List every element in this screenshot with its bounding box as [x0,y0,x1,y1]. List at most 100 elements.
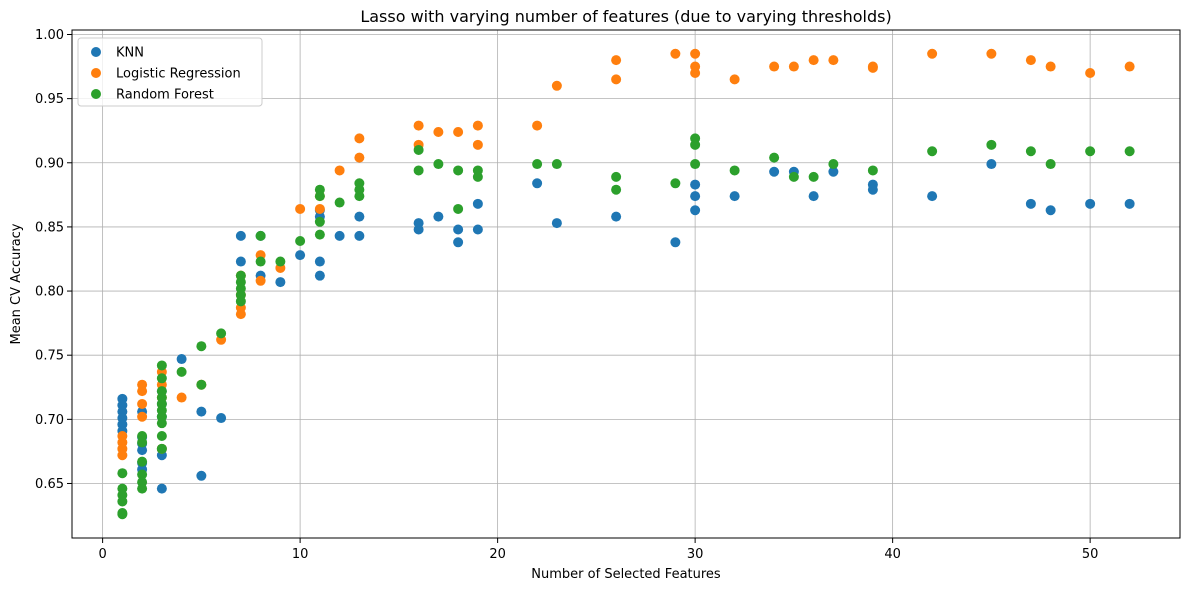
random-forest-point [453,203,464,214]
knn-point [453,237,464,248]
random-forest-point [611,184,622,195]
knn-point [472,198,483,209]
random-forest-point [986,139,997,150]
random-forest-point [611,171,622,182]
logistic-regression-point [1025,55,1036,66]
legend-label-knn: KNN [116,46,144,61]
random-forest-point [828,159,839,170]
knn-point [295,250,306,261]
random-forest-point [551,159,562,170]
logistic-regression-point [235,309,246,320]
random-forest-point [413,165,424,176]
x-tick-label: 30 [687,547,704,562]
random-forest-point [1124,146,1135,157]
random-forest-point [769,152,780,163]
random-forest-point [532,159,543,170]
knn-point [354,211,365,222]
x-tick-label: 50 [1082,547,1099,562]
knn-point [314,256,325,267]
knn-point [413,224,424,235]
legend-label-logistic-regression: Logistic Regression [116,67,241,82]
random-forest-point [453,165,464,176]
random-forest-point [690,159,701,170]
knn-point [867,184,878,195]
logistic-regression-point [413,120,424,131]
random-forest-point [156,373,167,384]
plot-area-frame [71,29,1181,539]
logistic-regression-point [354,152,365,163]
logistic-regression-point [769,61,780,72]
knn-point [472,224,483,235]
logistic-regression-point [334,165,345,176]
random-forest-point [295,236,306,247]
logistic-regression-point [453,126,464,137]
random-forest-point [255,256,266,267]
y-tick-label: 1.00 [35,28,64,43]
knn-point [690,191,701,202]
knn-point [433,211,444,222]
logistic-regression-point [867,62,878,73]
knn-point [690,205,701,216]
logistic-regression-point [828,55,839,66]
logistic-regression-point [788,61,799,72]
y-tick-label: 0.75 [35,349,64,364]
knn-point [137,445,148,456]
logistic-regression-point [137,386,148,397]
logistic-regression-point [927,48,938,59]
y-tick-label: 0.95 [35,92,64,107]
logistic-regression-point [295,203,306,214]
knn-point [1045,205,1056,216]
random-forest-point [808,171,819,182]
logistic-regression-point [176,392,187,403]
random-forest-point [314,191,325,202]
random-forest-point [255,230,266,241]
logistic-regression-point [1085,67,1096,78]
random-forest-point [690,139,701,150]
logistic-regression-point [1045,61,1056,72]
logistic-regression-point [137,411,148,422]
knn-point [670,237,681,248]
random-forest-point [137,483,148,494]
knn-point [196,470,207,481]
knn-point [314,270,325,281]
y-axis-label: Mean CV Accuracy [9,223,24,344]
logistic-regression-point [472,120,483,131]
y-tick-label: 0.80 [35,285,64,300]
logistic-regression-point [532,120,543,131]
random-forest-point [670,178,681,189]
random-forest-point [156,443,167,454]
knn-point [216,413,227,424]
random-forest-point [314,229,325,240]
legend-marker-knn [91,47,101,57]
y-tick-label: 0.70 [35,413,64,428]
random-forest-point [117,496,128,507]
random-forest-point [314,216,325,227]
y-tick-label: 0.85 [35,220,64,235]
x-axis-label: Number of Selected Features [531,567,721,582]
random-forest-point [413,144,424,155]
legend-box [77,37,263,107]
legend-label-random-forest: Random Forest [116,88,214,103]
knn-point [551,218,562,229]
random-forest-point [117,468,128,479]
x-tick-label: 40 [884,547,901,562]
logistic-regression-point [551,80,562,91]
random-forest-point [216,328,227,339]
logistic-regression-point [611,74,622,85]
random-forest-point [729,165,740,176]
logistic-regression-point [354,133,365,144]
chart-title: Lasso with varying number of features (d… [360,7,891,26]
random-forest-point [1045,159,1056,170]
knn-point [275,277,286,288]
knn-point [1085,198,1096,209]
random-forest-point [137,469,148,480]
knn-point [611,211,622,222]
knn-point [1124,198,1135,209]
random-forest-point [196,379,207,390]
knn-point [1025,198,1036,209]
axis-ticks: 0 10 20 30 40 50 0.65 0.70 0.75 0.80 0.85 0.90 0.95 1… [35,28,1098,562]
logistic-regression-point [255,275,266,286]
logistic-regression-point [729,74,740,85]
knn-point [828,166,839,177]
